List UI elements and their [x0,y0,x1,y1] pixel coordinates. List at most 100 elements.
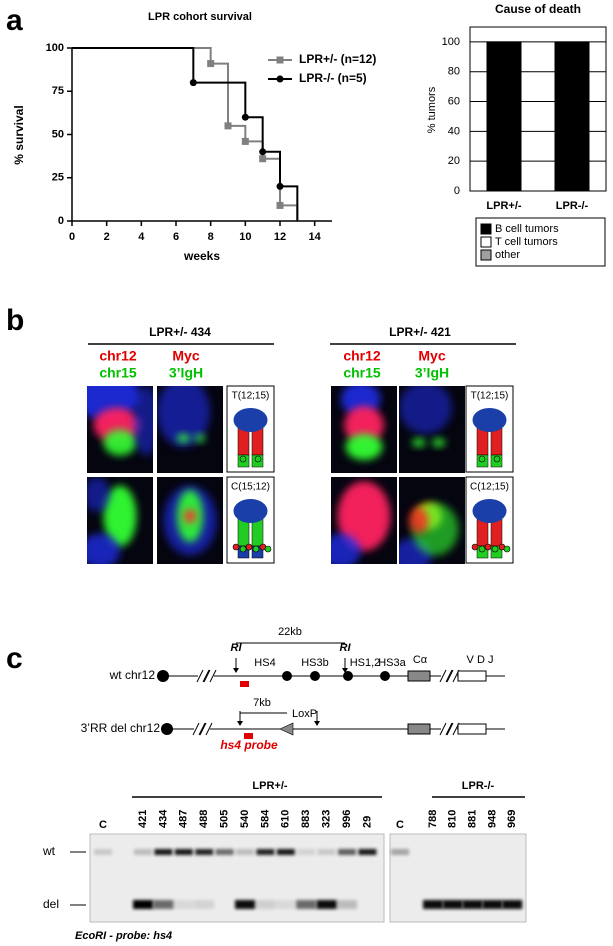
micrograph-signal [87,477,137,564]
plot-frame [469,26,607,192]
hs-site [282,671,292,681]
legend-label: B cell tumors [495,223,559,235]
marker [189,79,197,87]
lane-label: 29 [361,816,373,828]
break [205,722,213,736]
signal [412,438,426,447]
band [296,900,317,909]
y-axis-label: % tumors [426,86,438,133]
probe-dot [232,543,240,551]
probe-dot [239,545,247,553]
signal [337,481,391,551]
chromosome-arm [490,427,503,456]
band [423,900,443,909]
x-tick-label: LPR+/- [486,200,521,212]
probe-label: chr12 [99,348,137,364]
band [215,849,234,855]
break [439,722,447,736]
chromosome-arm [476,518,489,547]
y-tick-label: 25 [52,172,64,184]
y-tick-label: 80 [448,66,460,78]
hs-label: HS4 [254,657,275,669]
band [317,849,336,855]
loxp-label: LoxP [292,708,317,720]
band [462,900,483,909]
arrow-head [314,721,320,726]
group-title: LPR+/- 421 [389,325,451,339]
band [256,849,275,855]
break [439,669,447,683]
x-tick-label: 0 [69,231,75,243]
hs-site [343,671,353,681]
legend-label: LPR-/- (n=5) [299,71,367,85]
signal [331,533,361,564]
band [297,849,316,855]
loxp [279,722,294,736]
lane-label: 948 [486,810,498,828]
x-axis-label: weeks [183,249,220,263]
band [391,849,409,855]
probe [244,733,253,739]
ca-label: Cα [413,654,428,666]
panel-label: b [6,304,24,337]
break [192,722,200,736]
probe-dot [264,545,272,553]
band [337,900,357,909]
band [173,900,194,909]
band [174,849,193,855]
micrograph [157,386,223,473]
chromosome-arm [237,518,250,547]
legend-label: other [495,249,520,261]
group-title: LPR-/- [462,780,495,792]
micrograph [87,386,153,473]
band [194,900,215,909]
panel-label: a [6,4,23,37]
probe-label: 3’IgH [415,365,449,381]
chromosome-arm [237,427,250,456]
band [316,900,337,909]
bar [554,41,590,192]
probe-label: chr12 [343,348,381,364]
ca-gene [407,670,431,682]
break [445,722,453,736]
micrograph [399,477,465,564]
arrow-head [342,668,348,673]
marker [241,137,249,145]
micrograph-signal [163,485,217,556]
probe-label: Myc [172,348,199,364]
centromere [157,670,169,682]
y-tick-label: 75 [52,85,64,97]
probe-label: hs4 probe [220,738,278,752]
span-label: 7kb [253,697,271,709]
band [94,849,112,855]
micrograph [331,477,397,564]
chart-title: LPR cohort survival [148,11,252,23]
lane-label: 487 [178,810,190,828]
centromere [233,499,268,523]
legend-label: LPR+/- (n=12) [299,52,376,66]
y-tick-label: 60 [448,95,460,107]
band [236,849,254,855]
x-tick-label: 8 [208,231,214,243]
schematic-label: C(12;15) [470,482,509,493]
signal [399,386,452,434]
probe [240,681,249,687]
hs-label: HS3b [301,657,329,669]
legend-swatch [480,249,492,261]
band [502,900,523,909]
break [445,669,453,683]
legend-frame [475,217,606,267]
probe-label: Myc [418,348,445,364]
micrograph [399,386,465,473]
probe-dot [478,545,486,553]
lane-label: 881 [467,810,479,828]
row-label: wt chr12 [109,668,156,682]
y-tick-label: 100 [46,42,64,54]
vdj-label: V D J [467,654,494,666]
lane-label: 540 [239,810,251,828]
y-tick-label: 40 [448,125,460,137]
probe-label: 3’IgH [169,365,203,381]
chromosome-arm [476,427,489,456]
x-tick-label: LPR-/- [556,200,589,212]
